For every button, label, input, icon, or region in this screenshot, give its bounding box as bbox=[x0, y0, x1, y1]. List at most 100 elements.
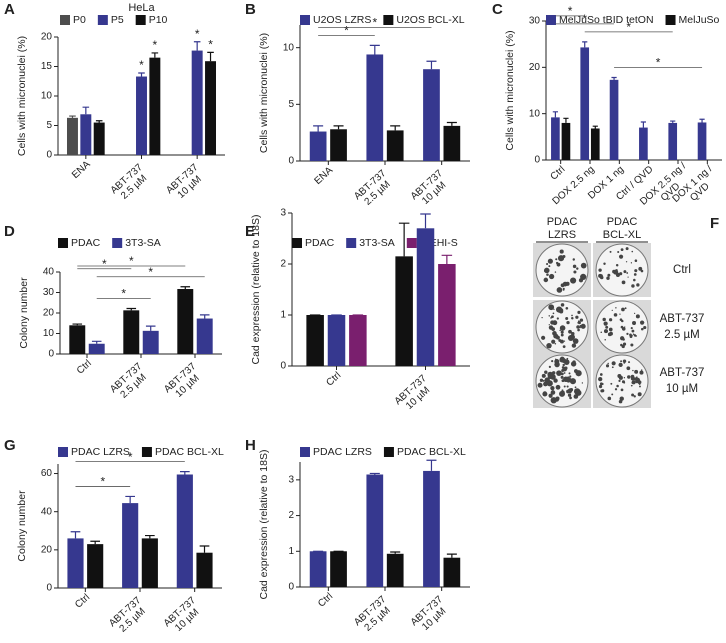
colony bbox=[618, 254, 624, 259]
legend-label: P10 bbox=[149, 14, 168, 26]
colony bbox=[550, 320, 555, 325]
colony bbox=[560, 330, 564, 334]
y-axis-label: Cad expression (relative to 18S) bbox=[258, 450, 270, 600]
colony bbox=[603, 262, 606, 265]
error-bar bbox=[369, 44, 380, 55]
y-tick-label: 30 bbox=[43, 287, 55, 298]
colony bbox=[562, 288, 565, 291]
colony bbox=[631, 284, 635, 288]
colony bbox=[579, 318, 584, 322]
colony bbox=[639, 320, 645, 325]
colony bbox=[621, 280, 626, 285]
error-bar bbox=[369, 472, 380, 475]
colony bbox=[553, 308, 555, 311]
colony bbox=[572, 258, 575, 261]
colony bbox=[551, 315, 554, 319]
colony bbox=[633, 395, 636, 398]
colony bbox=[605, 325, 609, 329]
legend-label: PDAC BCL-XL bbox=[397, 446, 466, 458]
colony bbox=[608, 318, 613, 322]
colony bbox=[642, 321, 645, 324]
colony bbox=[551, 360, 554, 363]
colony bbox=[613, 270, 619, 275]
colony bbox=[620, 388, 624, 392]
legend-swatch bbox=[346, 238, 357, 248]
error-bar bbox=[563, 117, 569, 123]
x-tick-label-group: Ctrl bbox=[316, 591, 335, 610]
y-tick-label: 30 bbox=[529, 16, 541, 27]
panel-letter: B bbox=[245, 1, 256, 18]
y-tick-label: 10 bbox=[529, 108, 541, 119]
y-tick-label: 20 bbox=[41, 32, 53, 43]
bar bbox=[80, 114, 92, 155]
y-tick-label: 5 bbox=[46, 120, 52, 131]
colony bbox=[560, 303, 565, 307]
colony bbox=[556, 370, 562, 376]
colony bbox=[566, 357, 569, 360]
colony bbox=[569, 396, 572, 400]
y-axis-label: Cells with micronuclei (%) bbox=[16, 36, 28, 156]
y-tick-label: 10 bbox=[283, 42, 295, 53]
bar bbox=[366, 54, 384, 161]
colony bbox=[635, 314, 640, 319]
colony bbox=[550, 374, 556, 380]
colony bbox=[541, 335, 546, 340]
colony bbox=[603, 329, 609, 334]
significance-label: * bbox=[129, 254, 134, 268]
y-tick-label: 2 bbox=[288, 510, 294, 521]
significance-label: * bbox=[582, 12, 587, 26]
x-tick-label-group: Ctrl bbox=[73, 592, 92, 611]
colony bbox=[551, 327, 556, 331]
colony bbox=[555, 380, 558, 383]
colony bbox=[634, 269, 638, 273]
colony bbox=[561, 390, 565, 394]
error-bar bbox=[90, 540, 101, 545]
colony bbox=[544, 370, 548, 374]
colony bbox=[555, 261, 559, 265]
colony bbox=[570, 361, 577, 367]
y-tick-label: 10 bbox=[43, 328, 55, 339]
x-tick-label: Ctrl bbox=[549, 164, 568, 183]
error-bar bbox=[144, 534, 155, 539]
significance-label: * bbox=[626, 20, 631, 34]
colony bbox=[626, 332, 629, 336]
colony bbox=[630, 327, 633, 330]
colony bbox=[621, 319, 624, 323]
colony bbox=[630, 384, 633, 387]
colony bbox=[577, 310, 581, 314]
colony bbox=[635, 380, 639, 384]
y-tick-label: 0 bbox=[280, 361, 286, 372]
colony bbox=[631, 329, 635, 333]
bar bbox=[87, 544, 104, 588]
colony bbox=[598, 268, 602, 272]
y-tick-label: 15 bbox=[41, 61, 53, 72]
colony bbox=[620, 336, 625, 341]
y-tick-label: 40 bbox=[41, 506, 53, 517]
colony bbox=[543, 381, 548, 387]
y-tick-label: 20 bbox=[529, 62, 541, 73]
legend-label: U2OS BCL-XL bbox=[396, 14, 464, 26]
colony bbox=[625, 261, 628, 263]
y-tick-label: 0 bbox=[288, 156, 294, 167]
bar bbox=[327, 315, 346, 366]
colony bbox=[548, 273, 555, 280]
y-tick-label: 60 bbox=[41, 468, 53, 479]
colony bbox=[633, 273, 637, 276]
colony bbox=[574, 386, 577, 389]
colony bbox=[566, 385, 569, 388]
colony bbox=[604, 339, 606, 341]
colony bbox=[563, 385, 566, 388]
colony bbox=[576, 325, 580, 329]
y-tick-label: 0 bbox=[46, 583, 52, 594]
legend-swatch bbox=[383, 15, 394, 25]
error-bar bbox=[95, 120, 103, 123]
colony bbox=[571, 331, 575, 336]
significance-label: * bbox=[153, 38, 158, 52]
colony bbox=[548, 324, 550, 326]
bar bbox=[309, 551, 327, 587]
bar bbox=[438, 264, 456, 366]
colony bbox=[626, 272, 629, 274]
